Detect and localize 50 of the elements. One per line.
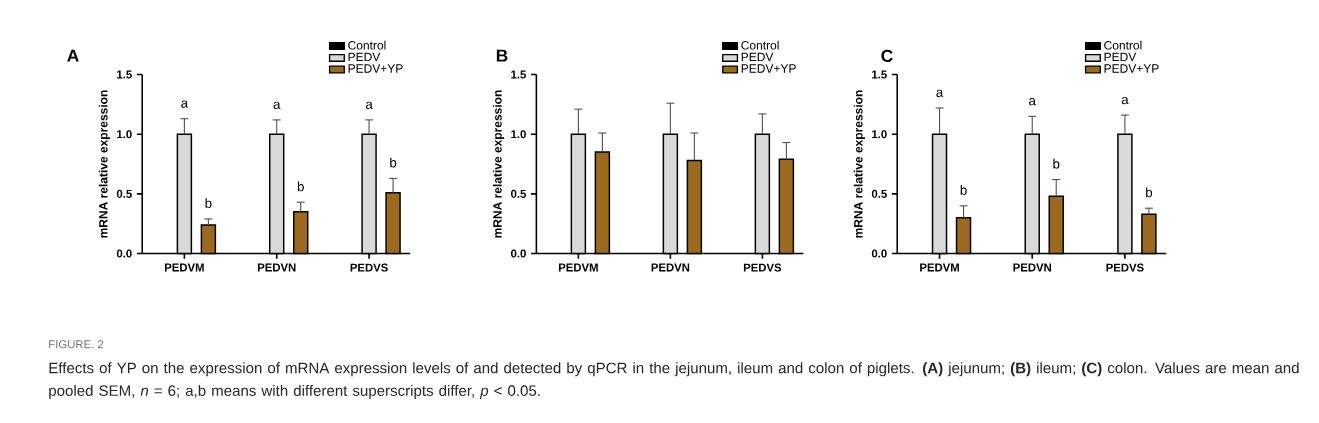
annotation: a (936, 89, 944, 98)
x-tick-label: PEDVN (651, 263, 690, 272)
annotation: a (1029, 98, 1036, 106)
annotation: b (960, 185, 967, 195)
y-tick-label: 1.0 (511, 130, 526, 139)
x-tick-label: PEDVM (164, 263, 204, 272)
y-tick-label: 1.5 (117, 70, 132, 79)
legend-label: PEDV+YP (1104, 64, 1159, 73)
x-tick-label: PEDVS (1106, 263, 1144, 272)
annotation: a (273, 101, 281, 109)
legend-label: PEDV+YP (348, 64, 403, 73)
x-tick-label: PEDVN (257, 263, 296, 272)
y-axis-title: mRNA relative expression (98, 90, 110, 238)
legend-label: PEDV (741, 52, 774, 62)
x-tick-label: PEDVM (920, 263, 959, 272)
y-tick-label: 0.5 (511, 189, 527, 198)
text: Effects of YP on the expression of mRNA expression levels of and detected by qPCR in the jejunum, ileum and colon of piglets. (A) jejunum; (B) ileum; (C) colon. Values are mean and pooled SEM, n = 6; a,b means with different superscripts differ, p < 0.05. (49, 362, 1299, 399)
y-tick-label: 1.5 (511, 70, 527, 79)
annotation: b (1053, 158, 1060, 169)
annotation: b (297, 181, 304, 192)
y-tick-label: 0.0 (116, 249, 132, 258)
x-tick-label: PEDVS (743, 263, 782, 272)
legend-label: PEDV (348, 52, 381, 62)
y-tick-label: 0.5 (116, 189, 132, 198)
legend-label: Control (741, 40, 779, 50)
annotation: a (365, 101, 373, 109)
y-tick-label: 1.5 (872, 70, 887, 79)
y-tick-label: 1.0 (872, 130, 887, 139)
y-tick-label: 0.5 (871, 189, 887, 198)
annotation: b (390, 157, 397, 168)
y-axis-title: mRNA relative expression (853, 90, 865, 238)
legend-label: PEDV (1104, 52, 1137, 62)
annotation: a (1121, 96, 1129, 105)
annotation: b (1146, 187, 1153, 198)
text: FIGURE. 2 (49, 340, 104, 349)
chart-title: A (67, 49, 79, 62)
x-tick-label: PEDVM (558, 263, 598, 272)
x-tick-label: PEDVN (1013, 263, 1051, 272)
legend-label: Control (1104, 40, 1142, 50)
chart-title: C (881, 49, 893, 62)
y-tick-label: 1.0 (117, 130, 132, 139)
annotation: a (181, 100, 189, 108)
y-tick-label: 0.0 (511, 249, 526, 258)
y-axis-title: mRNA relative expression (492, 90, 505, 238)
annotation: b (205, 198, 212, 208)
legend-label: PEDV+YP (741, 64, 796, 73)
y-tick-label: 0.0 (871, 249, 887, 258)
x-tick-label: PEDVS (350, 263, 388, 272)
chart-title: B (496, 49, 508, 62)
legend-label: Control (348, 40, 386, 50)
